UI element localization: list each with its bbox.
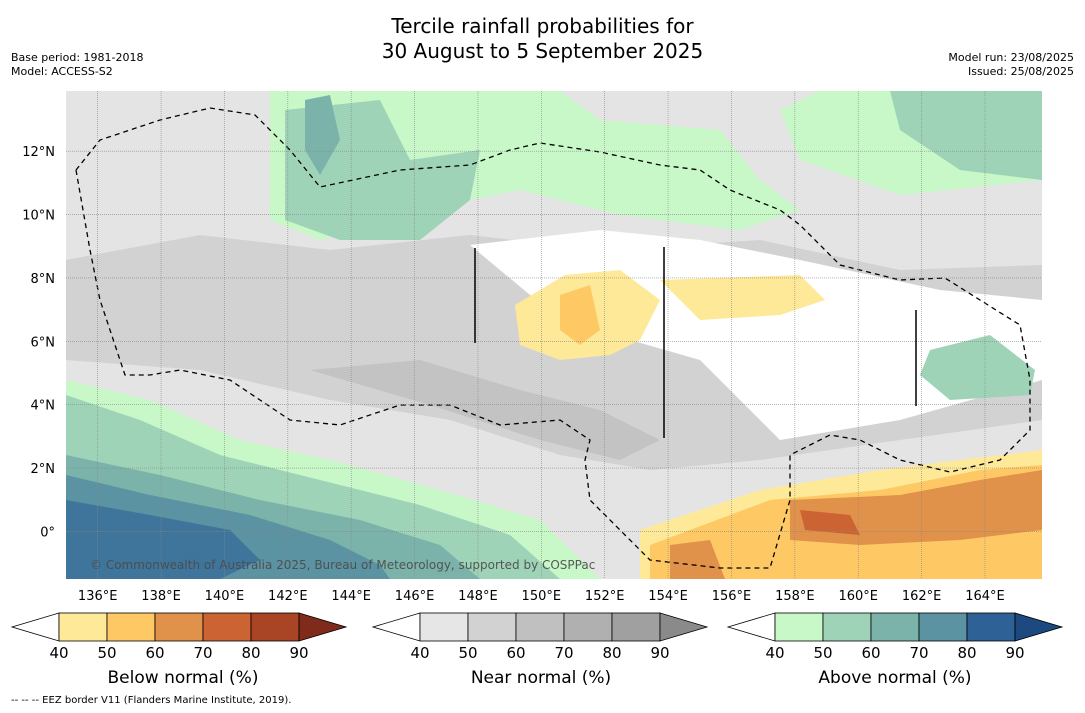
colorbar-tick-label: 50 xyxy=(458,644,477,662)
colorbar-tick-label: 50 xyxy=(97,644,116,662)
colorbar-tick-label: 80 xyxy=(957,644,976,662)
above-normal-sw-90 xyxy=(66,500,260,579)
longitude-label: 150°E xyxy=(522,589,562,604)
eez-border xyxy=(75,107,1031,569)
latitude-label: 4°N xyxy=(31,399,56,414)
footer-note: -- -- -- EEZ border V11 (Flanders Marine… xyxy=(11,695,292,706)
colorbar-tick-label: 50 xyxy=(813,644,832,662)
longitude-label: 142°E xyxy=(268,589,308,604)
colorbar-tick-label: 70 xyxy=(909,644,928,662)
model-name: Model: ACCESS-S2 xyxy=(11,65,113,78)
longitude-label: 164°E xyxy=(965,589,1005,604)
colorbar-segment xyxy=(870,612,920,642)
longitude-label: 158°E xyxy=(775,589,815,604)
map-title: Tercile rainfall probabilities for 30 Au… xyxy=(0,14,1085,64)
colorbar-segment xyxy=(966,612,1016,642)
colorbar-tick-label: 40 xyxy=(765,644,784,662)
colorbar-extend-low xyxy=(371,612,421,642)
colorbar-tick-label: 60 xyxy=(861,644,880,662)
colorbar-segment xyxy=(563,612,613,642)
colorbar-tick-label: 90 xyxy=(650,644,669,662)
title-line-2: 30 August to 5 September 2025 xyxy=(381,39,704,63)
colorbar-label-below: Below normal (%) xyxy=(107,668,259,688)
below-normal-sw-70 xyxy=(670,540,725,579)
colorbar-segment xyxy=(822,612,872,642)
longitude-label: 138°E xyxy=(141,589,181,604)
above-normal-ne-60 xyxy=(890,91,1042,180)
latitude-label: 8°N xyxy=(31,272,56,287)
map-fields xyxy=(66,91,1042,579)
colorbar-tick-label: 70 xyxy=(193,644,212,662)
longitude-label: 136°E xyxy=(78,589,118,604)
colorbar-segment xyxy=(515,612,565,642)
colorbar-tick-label: 40 xyxy=(49,644,68,662)
run-info: Model run: 23/08/2025 Issued: 25/08/2025 xyxy=(948,51,1074,79)
model-run: Model run: 23/08/2025 xyxy=(948,51,1074,64)
latitude-label: 10°N xyxy=(22,209,55,224)
title-line-1: Tercile rainfall probabilities for xyxy=(391,14,694,38)
colorbar-extend-low xyxy=(10,612,60,642)
colorbar-segment xyxy=(419,612,469,642)
colorbar-tick-label: 60 xyxy=(506,644,525,662)
longitude-label: 152°E xyxy=(585,589,625,604)
latitude-label: 0° xyxy=(40,525,55,540)
model-info: Base period: 1981-2018 Model: ACCESS-S2 xyxy=(11,51,143,79)
colorbar-segment xyxy=(250,612,300,642)
longitude-label: 162°E xyxy=(902,589,942,604)
below-normal-center-60 xyxy=(560,285,600,345)
longitude-label: 146°E xyxy=(395,589,435,604)
below-normal-se-80 xyxy=(800,510,860,535)
colorbar-tick-label: 60 xyxy=(145,644,164,662)
colorbar: 40 50 60 70 80 90 xyxy=(10,612,348,662)
longitude-label: 156°E xyxy=(712,589,752,604)
longitude-label: 144°E xyxy=(331,589,371,604)
longitude-label: 140°E xyxy=(205,589,245,604)
copyright-notice: © Commonwealth of Australia 2025, Bureau… xyxy=(90,558,596,572)
issued-date: Issued: 25/08/2025 xyxy=(967,65,1074,78)
latitude-label: 2°N xyxy=(31,462,56,477)
colorbar-tick-label: 40 xyxy=(410,644,429,662)
colorbar-extend-high xyxy=(1014,612,1064,642)
colorbar-extend-high xyxy=(659,612,709,642)
longitude-label: 148°E xyxy=(458,589,498,604)
colorbar-segment xyxy=(154,612,204,642)
longitude-label: 154°E xyxy=(648,589,688,604)
colorbar-label-above: Above normal (%) xyxy=(818,668,972,688)
colorbar-tick-label: 70 xyxy=(554,644,573,662)
latitude-label: 6°N xyxy=(31,335,56,350)
colorbar-tick-label: 80 xyxy=(241,644,260,662)
colorbar-segment xyxy=(106,612,156,642)
colorbar-segment xyxy=(467,612,517,642)
colorbar-tick-label: 90 xyxy=(289,644,308,662)
graticule xyxy=(66,91,1042,579)
colorbar-tick-label: 80 xyxy=(602,644,621,662)
axis-labels: 136°E 138°E 140°E 142°E 144°E 146°E 148°E 150°E… xyxy=(22,145,1005,604)
colorbar-extend-high xyxy=(298,612,348,642)
below-normal-east-50 xyxy=(660,275,825,320)
colorbar-extend-low xyxy=(726,612,776,642)
colorbar-segment xyxy=(58,612,108,642)
above-normal-east-60 xyxy=(920,335,1035,400)
colorbar-segment xyxy=(611,612,661,642)
colorbar-tick-label: 90 xyxy=(1005,644,1024,662)
colorbars: 40 50 60 70 80 90 40 50 60 70 80 90 40 50 60 70 80 90 xyxy=(10,612,1064,662)
colorbar-label-near: Near normal (%) xyxy=(470,668,612,688)
near-normal-60-region xyxy=(310,360,660,460)
colorbar-segment xyxy=(202,612,252,642)
colorbar-segment xyxy=(918,612,968,642)
base-period: Base period: 1981-2018 xyxy=(11,51,144,64)
latitude-label: 12°N xyxy=(22,145,55,160)
longitude-label: 160°E xyxy=(838,589,878,604)
colorbar: 40 50 60 70 80 90 xyxy=(726,612,1064,662)
above-normal-north-70 xyxy=(305,95,340,175)
colorbar: 40 50 60 70 80 90 xyxy=(371,612,709,662)
colorbar-segment xyxy=(774,612,824,642)
